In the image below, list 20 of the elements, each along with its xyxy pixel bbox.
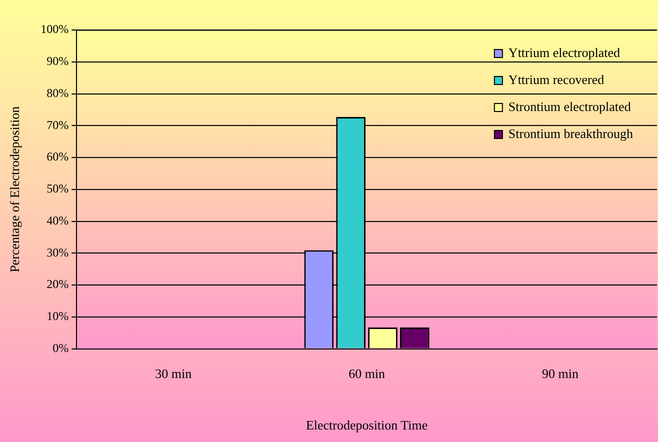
y-tick-label: 40% [46, 213, 69, 228]
legend-label: Strontium electroplated [508, 98, 632, 114]
y-tick-label: 50% [46, 182, 69, 196]
x-tick-label: 30 min [155, 366, 192, 382]
legend-label: Yttrium recovered [508, 72, 605, 87]
legend-label: Strontium breakthrough [508, 126, 634, 141]
y-tick-label: 60% [46, 150, 69, 164]
y-tick-label: 0% [52, 340, 69, 355]
y-tick-label: 20% [46, 277, 69, 292]
x-tick-label: 60 min [348, 366, 386, 382]
y-tick-label: 30% [46, 245, 69, 260]
y-tick-label: 70% [46, 118, 69, 132]
y-tick-label: 100% [40, 22, 69, 36]
y-tick-label: 90% [46, 54, 69, 68]
legend-label: Yttrium electroplated [508, 44, 620, 60]
x-axis-title: Electrodeposition Time [306, 418, 428, 433]
x-tick-label: 90 min [542, 366, 579, 382]
y-tick-label: 80% [46, 86, 69, 100]
y-tick-label: 10% [46, 309, 69, 324]
y-axis-title: Percentage of Electrodeposition [7, 106, 22, 272]
